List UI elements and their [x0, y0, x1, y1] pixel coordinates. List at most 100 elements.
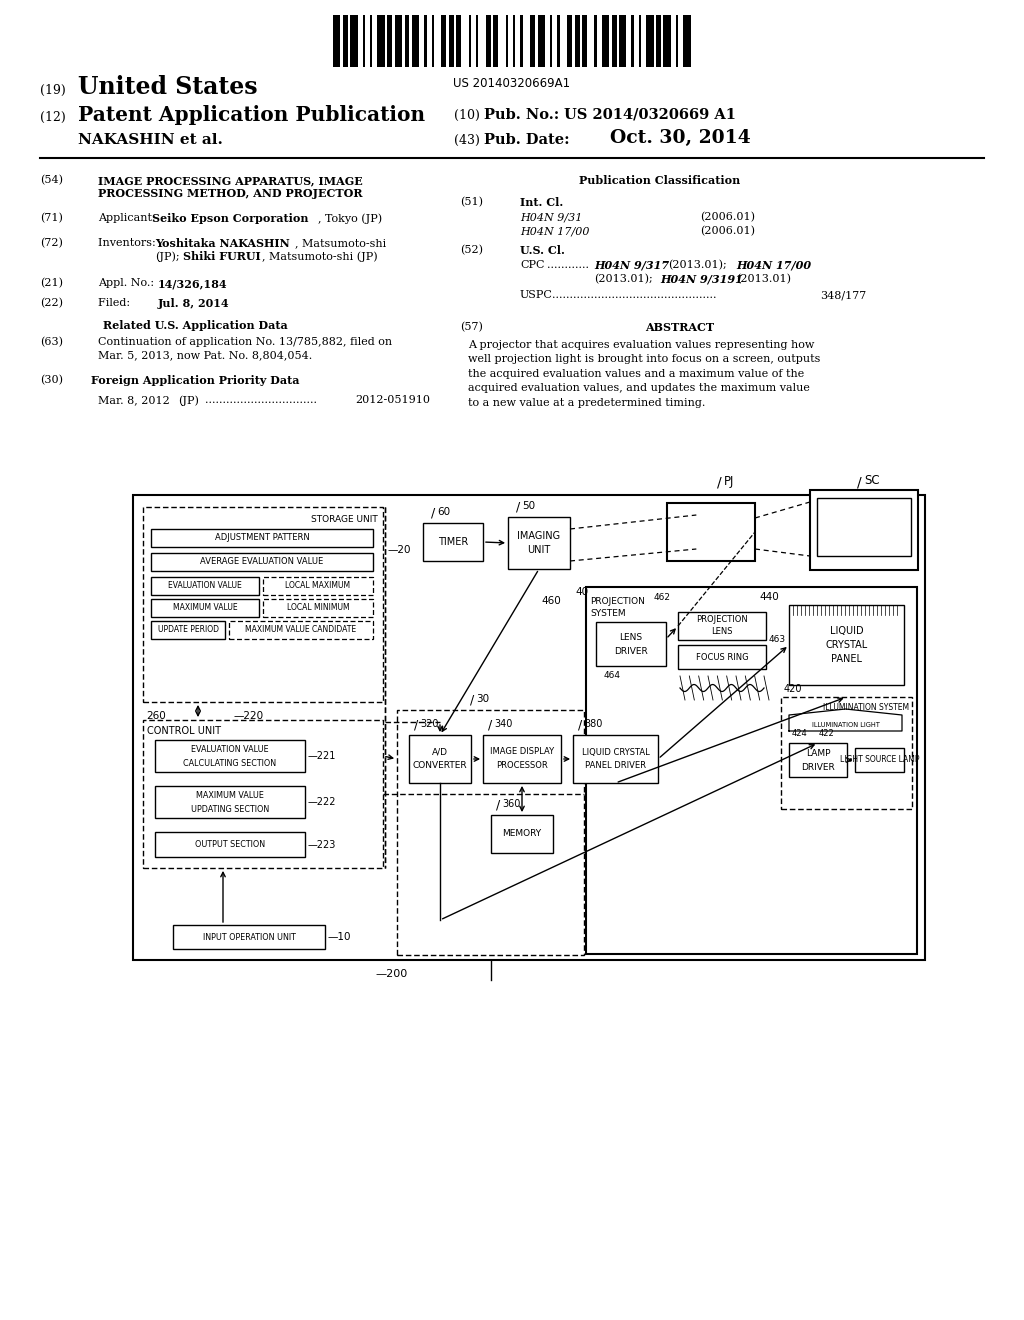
Text: 360: 360 [502, 799, 520, 809]
Text: LIGHT SOURCE LAMP: LIGHT SOURCE LAMP [840, 755, 920, 764]
Bar [409, 735, 471, 783]
Text: Int. Cl.: Int. Cl. [520, 197, 563, 209]
Text: 50: 50 [522, 502, 536, 511]
Text: (2006.01): (2006.01) [700, 213, 755, 222]
Text: H04N 9/31: H04N 9/31 [520, 213, 583, 222]
Bar [582, 15, 587, 67]
Text: (63): (63) [40, 337, 63, 347]
Text: 40: 40 [575, 587, 588, 597]
Bar [469, 15, 471, 67]
Bar [550, 15, 553, 67]
Bar [664, 15, 671, 67]
Text: DRIVER: DRIVER [801, 763, 835, 771]
Text: A/D: A/D [432, 747, 449, 756]
Text: —223: —223 [308, 840, 336, 850]
Text: —200: —200 [375, 969, 408, 979]
Text: TIMER: TIMER [438, 537, 468, 546]
Text: 60: 60 [437, 507, 451, 517]
Text: AVERAGE EVALUATION VALUE: AVERAGE EVALUATION VALUE [201, 557, 324, 566]
Text: 424: 424 [792, 730, 808, 738]
Text: CONVERTER: CONVERTER [413, 762, 467, 771]
Text: /: / [414, 718, 418, 731]
Text: U.S. Cl.: U.S. Cl. [520, 246, 565, 256]
Text: PANEL DRIVER: PANEL DRIVER [585, 762, 646, 771]
Bar [611, 15, 616, 67]
Text: ADJUSTMENT PATTERN: ADJUSTMENT PATTERN [215, 533, 309, 543]
Text: IMAGE PROCESSING APPARATUS, IMAGE: IMAGE PROCESSING APPARATUS, IMAGE [98, 176, 362, 186]
Text: —220: —220 [233, 711, 263, 721]
Bar [151, 553, 373, 572]
Bar [143, 719, 383, 869]
Text: US 20140320669A1: US 20140320669A1 [454, 77, 570, 90]
Bar [817, 498, 911, 556]
Text: Yoshitaka NAKASHIN: Yoshitaka NAKASHIN [155, 238, 290, 249]
Text: SYSTEM: SYSTEM [590, 609, 626, 618]
Bar [424, 15, 427, 67]
Text: H04N 9/3191: H04N 9/3191 [660, 275, 742, 285]
Text: (2006.01): (2006.01) [700, 226, 755, 236]
Bar [350, 15, 357, 67]
Text: /: / [857, 475, 861, 488]
Bar [530, 15, 536, 67]
Bar [586, 587, 918, 954]
Bar [574, 15, 580, 67]
Text: (21): (21) [40, 279, 63, 288]
Bar [133, 495, 925, 960]
Text: 462: 462 [654, 593, 671, 602]
Text: MAXIMUM VALUE: MAXIMUM VALUE [173, 603, 238, 612]
Text: ...............................................: ........................................… [552, 290, 717, 300]
Bar [343, 15, 348, 67]
Text: ............: ............ [547, 260, 589, 271]
Text: United States: United States [78, 75, 258, 99]
Bar [667, 503, 755, 561]
Text: (12): (12) [40, 111, 66, 124]
Text: PJ: PJ [724, 474, 734, 487]
Text: Publication Classification: Publication Classification [580, 176, 740, 186]
Bar [155, 785, 305, 818]
Bar [678, 612, 766, 640]
Text: LIQUID: LIQUID [829, 626, 863, 636]
Bar [151, 529, 373, 546]
Text: (54): (54) [40, 176, 63, 185]
Text: H04N 9/317: H04N 9/317 [594, 260, 669, 271]
Text: Pub. No.:: Pub. No.: [484, 108, 559, 121]
Text: STORAGE UNIT: STORAGE UNIT [311, 515, 378, 524]
Text: DRIVER: DRIVER [614, 647, 648, 656]
Bar [378, 15, 385, 67]
Bar [404, 15, 410, 67]
Bar [513, 15, 515, 67]
Bar [457, 15, 461, 67]
Text: EVALUATION VALUE: EVALUATION VALUE [168, 582, 242, 590]
Text: —222: —222 [308, 797, 337, 807]
Bar [370, 15, 373, 67]
Text: /: / [431, 507, 435, 520]
Text: (71): (71) [40, 213, 62, 223]
Bar [151, 577, 259, 595]
Bar [151, 599, 259, 616]
Bar [596, 622, 666, 667]
Text: Patent Application Publication: Patent Application Publication [78, 106, 425, 125]
Text: 464: 464 [604, 672, 621, 681]
Bar [394, 15, 402, 67]
Text: 420: 420 [784, 684, 803, 694]
Bar [646, 15, 653, 67]
Text: UNIT: UNIT [527, 545, 551, 554]
Text: (2013.01);: (2013.01); [594, 275, 652, 284]
Text: —20: —20 [388, 545, 412, 554]
Text: , Matsumoto-shi: , Matsumoto-shi [295, 238, 386, 248]
Bar [602, 15, 609, 67]
Bar [620, 15, 627, 67]
Bar [151, 620, 225, 639]
Text: PROJECTION: PROJECTION [696, 615, 748, 624]
Text: USPC: USPC [520, 290, 553, 300]
Bar [538, 15, 545, 67]
Text: (10): (10) [454, 108, 480, 121]
Bar [781, 697, 912, 809]
Bar [387, 15, 392, 67]
Bar [263, 577, 373, 595]
Text: 463: 463 [769, 635, 786, 644]
Text: Seiko Epson Corporation: Seiko Epson Corporation [152, 213, 308, 224]
Bar [656, 15, 660, 67]
Bar [676, 15, 678, 67]
Bar [476, 15, 478, 67]
